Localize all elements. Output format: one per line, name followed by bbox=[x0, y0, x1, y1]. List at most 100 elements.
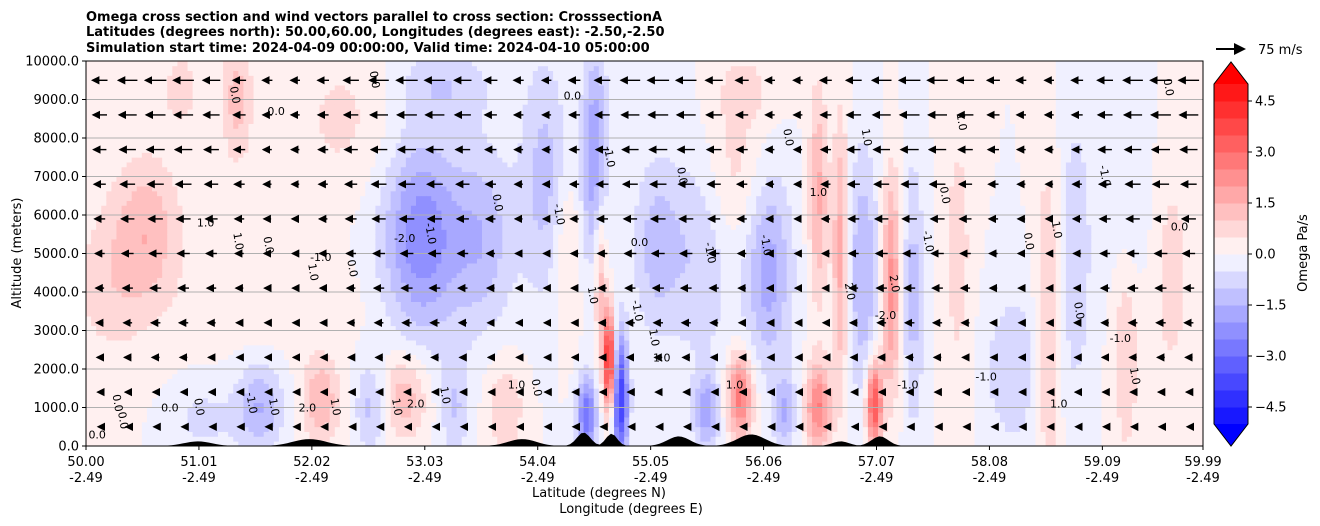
field-cell bbox=[167, 114, 172, 119]
field-cell bbox=[314, 205, 319, 210]
field-cell bbox=[213, 306, 218, 311]
field-cell bbox=[182, 225, 187, 230]
field-cell bbox=[223, 124, 228, 129]
field-cell bbox=[375, 205, 380, 210]
field-cell bbox=[182, 119, 187, 124]
field-cell bbox=[101, 408, 106, 413]
field-cell bbox=[401, 432, 406, 437]
field-cell bbox=[172, 201, 177, 206]
field-cell bbox=[375, 124, 380, 129]
field-cell bbox=[172, 254, 177, 259]
field-cell bbox=[243, 359, 248, 364]
field-cell bbox=[335, 138, 340, 143]
field-cell bbox=[91, 244, 96, 249]
field-cell bbox=[284, 201, 289, 206]
field-cell bbox=[274, 143, 279, 148]
field-cell bbox=[365, 297, 370, 302]
field-cell bbox=[147, 383, 152, 388]
field-cell bbox=[142, 104, 147, 109]
field-cell bbox=[350, 186, 355, 191]
field-cell bbox=[152, 311, 157, 316]
field-cell bbox=[111, 152, 116, 157]
field-cell bbox=[137, 398, 142, 403]
field-cell bbox=[330, 379, 335, 384]
field-cell bbox=[167, 432, 172, 437]
field-cell bbox=[314, 427, 319, 432]
field-cell bbox=[360, 152, 365, 157]
field-cell bbox=[142, 229, 147, 234]
field-cell bbox=[162, 128, 167, 133]
field-cell bbox=[248, 162, 253, 167]
field-cell bbox=[106, 220, 111, 225]
field-cell bbox=[335, 181, 340, 186]
field-cell bbox=[223, 408, 228, 413]
field-cell bbox=[208, 379, 213, 384]
field-cell bbox=[228, 61, 233, 66]
field-cell bbox=[86, 268, 91, 273]
field-cell bbox=[274, 417, 279, 422]
field-cell bbox=[223, 162, 228, 167]
field-cell bbox=[386, 162, 391, 167]
field-cell bbox=[274, 148, 279, 153]
field-cell bbox=[325, 143, 330, 148]
field-cell bbox=[274, 436, 279, 441]
field-cell bbox=[233, 128, 238, 133]
field-cell bbox=[111, 383, 116, 388]
field-cell bbox=[218, 244, 223, 249]
field-cell bbox=[355, 379, 360, 384]
field-cell bbox=[188, 316, 193, 321]
field-cell bbox=[355, 306, 360, 311]
field-cell bbox=[269, 311, 274, 316]
field-cell bbox=[340, 422, 345, 427]
field-cell bbox=[360, 157, 365, 162]
field-cell bbox=[254, 71, 259, 76]
field-cell bbox=[223, 383, 228, 388]
field-cell bbox=[101, 282, 106, 287]
field-cell bbox=[330, 340, 335, 345]
field-cell bbox=[350, 61, 355, 66]
field-cell bbox=[360, 335, 365, 340]
field-cell bbox=[375, 316, 380, 321]
field-cell bbox=[193, 191, 198, 196]
field-cell bbox=[111, 355, 116, 360]
field-cell bbox=[254, 254, 259, 259]
field-cell bbox=[284, 148, 289, 153]
field-cell bbox=[152, 80, 157, 85]
field-cell bbox=[147, 422, 152, 427]
field-cell bbox=[198, 128, 203, 133]
field-cell bbox=[213, 340, 218, 345]
field-cell bbox=[309, 181, 314, 186]
field-cell bbox=[274, 152, 279, 157]
field-cell bbox=[96, 225, 101, 230]
field-cell bbox=[330, 114, 335, 119]
field-cell bbox=[147, 234, 152, 239]
field-cell bbox=[370, 369, 375, 374]
field-cell bbox=[147, 263, 152, 268]
field-cell bbox=[380, 306, 385, 311]
field-cell bbox=[167, 273, 172, 278]
field-cell bbox=[228, 254, 233, 259]
field-cell bbox=[309, 422, 314, 427]
field-cell bbox=[223, 398, 228, 403]
field-cell bbox=[127, 379, 132, 384]
field-cell bbox=[279, 167, 284, 172]
field-cell bbox=[182, 167, 187, 172]
field-cell bbox=[243, 143, 248, 148]
field-cell bbox=[320, 302, 325, 307]
field-cell bbox=[259, 104, 264, 109]
field-cell bbox=[284, 335, 289, 340]
field-cell bbox=[208, 254, 213, 259]
field-cell bbox=[238, 316, 243, 321]
field-cell bbox=[380, 152, 385, 157]
field-cell bbox=[350, 177, 355, 182]
field-cell bbox=[172, 61, 177, 66]
field-cell bbox=[355, 340, 360, 345]
field-cell bbox=[86, 422, 91, 427]
field-cell bbox=[360, 282, 365, 287]
field-cell bbox=[248, 167, 253, 172]
field-cell bbox=[147, 191, 152, 196]
field-cell bbox=[111, 282, 116, 287]
field-cell bbox=[233, 263, 238, 268]
field-cell bbox=[391, 196, 396, 201]
field-cell bbox=[233, 412, 238, 417]
